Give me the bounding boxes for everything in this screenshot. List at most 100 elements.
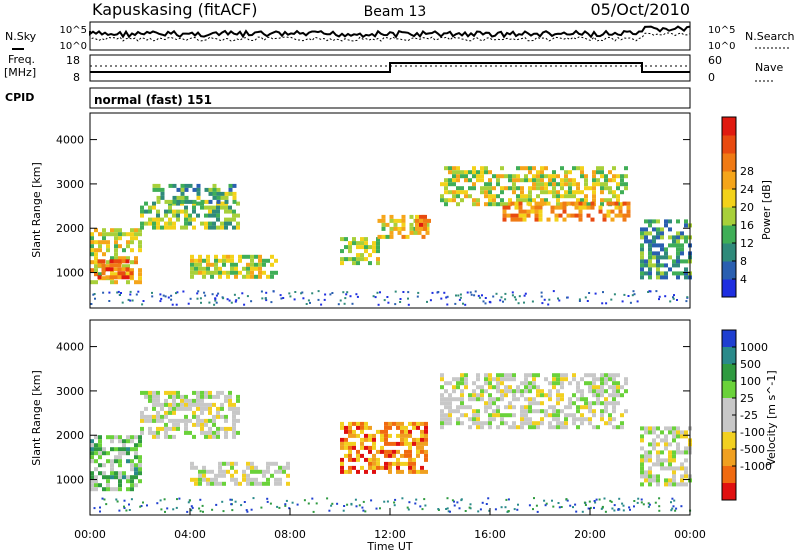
power-cell-8 bbox=[596, 166, 600, 171]
power-speckle bbox=[588, 292, 591, 294]
power-speckle bbox=[131, 299, 134, 302]
power-cell-8 bbox=[484, 190, 488, 195]
power-cell-10 bbox=[648, 223, 652, 228]
power-speckle bbox=[445, 296, 448, 299]
power-cell-9 bbox=[618, 209, 623, 214]
power-cell-10 bbox=[660, 263, 664, 268]
velocity-cell-4 bbox=[456, 417, 460, 422]
power-cell-5 bbox=[348, 257, 352, 262]
power-cell-10 bbox=[640, 247, 644, 252]
power-cell-2 bbox=[224, 209, 228, 214]
velocity-cell-4 bbox=[592, 393, 596, 398]
velocity-cell-1 bbox=[204, 390, 208, 395]
power-speckle bbox=[655, 290, 658, 293]
velocity-cell-1 bbox=[176, 390, 180, 395]
velocity-cell-1 bbox=[224, 414, 228, 419]
power-cell-9 bbox=[622, 213, 627, 218]
velocity-cell-5 bbox=[684, 434, 688, 439]
velocity-speckle bbox=[164, 510, 166, 513]
velocity-cell-1 bbox=[144, 390, 148, 395]
power-speckle bbox=[514, 298, 517, 301]
power-speckle bbox=[594, 292, 597, 295]
velocity-cell-1 bbox=[172, 394, 176, 399]
velocity-cell-3 bbox=[380, 449, 384, 454]
velocity-cell-3 bbox=[384, 453, 388, 458]
power-speckle bbox=[197, 290, 200, 293]
power-cell-0 bbox=[138, 232, 142, 237]
velocity-cell-0 bbox=[138, 439, 142, 444]
velocity-cell-4 bbox=[560, 393, 564, 398]
power-speckle bbox=[387, 301, 390, 304]
velocity-cell-5 bbox=[672, 450, 676, 455]
velocity-cell-5 bbox=[664, 434, 668, 439]
velocity-cell-1 bbox=[152, 430, 156, 435]
velocity-cell-4 bbox=[596, 385, 600, 390]
velocity-cell-0 bbox=[138, 479, 142, 484]
velocity-cell-1 bbox=[228, 398, 232, 403]
velocity-cell-0 bbox=[94, 479, 98, 484]
power-cell-10 bbox=[644, 227, 648, 232]
velocity-cell-2 bbox=[274, 461, 278, 466]
velocity-cell-0 bbox=[126, 447, 130, 452]
velocity-speckle bbox=[622, 504, 625, 507]
power-speckle bbox=[289, 295, 292, 298]
velocity-cell-0 bbox=[102, 471, 106, 476]
velocity-cell-4 bbox=[444, 417, 448, 422]
velocity-cell-4 bbox=[552, 381, 556, 386]
power-cell-8 bbox=[452, 190, 456, 195]
power-cell-8 bbox=[476, 202, 480, 207]
velocity-speckle bbox=[636, 501, 639, 504]
velocity-cell-4 bbox=[624, 409, 628, 414]
power-cell-10 bbox=[648, 243, 652, 248]
power-cell-9 bbox=[610, 217, 615, 222]
power-cell-8 bbox=[460, 190, 464, 195]
velocity-cell-3 bbox=[384, 433, 388, 438]
velocity-speckle bbox=[671, 497, 674, 500]
velocity-speckle bbox=[611, 507, 614, 510]
velocity-cell-1 bbox=[152, 418, 156, 423]
power-cell-0 bbox=[94, 260, 98, 265]
velocity-cell-5 bbox=[656, 434, 660, 439]
velocity-cell-4 bbox=[600, 377, 604, 382]
colorbar-swatch bbox=[722, 432, 736, 450]
velocity-cell-4 bbox=[580, 389, 584, 394]
power-cell-8 bbox=[520, 190, 524, 195]
power-cell-5 bbox=[340, 237, 344, 242]
nsky-tick-top: 10^5 bbox=[60, 25, 87, 36]
power-cell-9 bbox=[578, 213, 583, 218]
power-speckle bbox=[307, 299, 310, 302]
power-cell-8 bbox=[604, 178, 608, 183]
power-speckle bbox=[200, 301, 202, 304]
power-cell-2 bbox=[180, 225, 184, 230]
velocity-cell-1 bbox=[196, 394, 200, 399]
velocity-cell-4 bbox=[476, 413, 480, 418]
velocity-cell-4 bbox=[452, 377, 456, 382]
power-cell-0 bbox=[118, 236, 122, 241]
power-cell-3 bbox=[180, 191, 185, 196]
velocity-cell-1 bbox=[164, 426, 168, 431]
velocity-cell-3 bbox=[424, 453, 428, 458]
velocity-cell-5 bbox=[668, 482, 672, 487]
power-speckle bbox=[429, 299, 432, 302]
power-speckle bbox=[649, 290, 652, 293]
velocity-cell-3 bbox=[396, 441, 400, 446]
velocity-speckle bbox=[640, 501, 643, 504]
power-cell-4 bbox=[270, 274, 274, 279]
power-cell-0 bbox=[130, 232, 134, 237]
power-cell-8 bbox=[448, 166, 452, 171]
velocity-speckle bbox=[453, 504, 456, 507]
velocity-speckle bbox=[633, 505, 635, 508]
power-speckle bbox=[228, 299, 231, 302]
velocity-cell-0 bbox=[134, 463, 138, 468]
velocity-cell-4 bbox=[568, 413, 572, 418]
power-speckle bbox=[288, 292, 291, 295]
velocity-cell-3 bbox=[376, 449, 380, 454]
velocity-cell-1 bbox=[156, 394, 160, 399]
velocity-speckle bbox=[186, 510, 189, 513]
velocity-speckle bbox=[575, 510, 578, 513]
velocity-cell-2 bbox=[230, 461, 234, 466]
velocity-cell-1 bbox=[208, 418, 212, 423]
velocity-cell-4 bbox=[440, 401, 444, 406]
velocity-cell-4 bbox=[604, 409, 608, 414]
power-cell-8 bbox=[608, 170, 612, 175]
